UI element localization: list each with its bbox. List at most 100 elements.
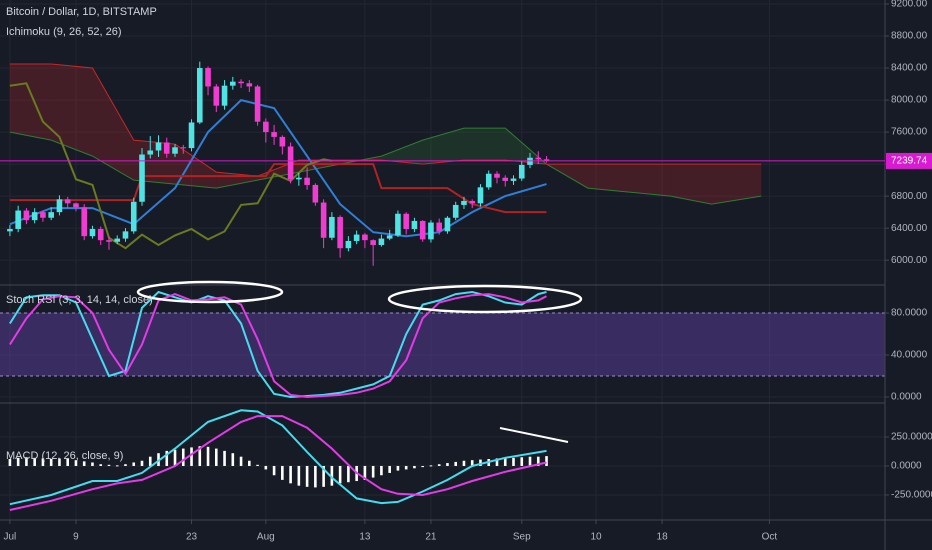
y-tick-label: 250.0000 (891, 432, 932, 443)
candle-body (196, 68, 203, 123)
histogram-bar (330, 465, 334, 486)
histogram-bar (371, 465, 375, 478)
candle-body (411, 220, 418, 229)
histogram-bar (223, 450, 226, 466)
x-tick-label: 10 (590, 532, 602, 543)
y-tick-label: 6400.00 (891, 223, 928, 234)
candle-body (419, 220, 426, 240)
drawing-ellipse[interactable] (136, 280, 284, 304)
candle-body (246, 83, 253, 87)
candle-body (172, 147, 178, 154)
cloud-fill (629, 164, 671, 197)
histogram-bar (446, 463, 449, 466)
plot (0, 61, 885, 511)
candle-body (31, 212, 38, 221)
candle-body (370, 240, 376, 245)
histogram-bar (404, 465, 408, 470)
candle-body (353, 234, 360, 241)
histogram-bar (536, 456, 540, 466)
candle-body (510, 178, 517, 181)
histogram-bar (82, 461, 86, 466)
x-tick-label: 13 (359, 532, 371, 543)
histogram-bar (289, 465, 292, 484)
candle-body (279, 136, 286, 147)
candle-body (403, 213, 409, 229)
histogram-bar (545, 456, 548, 466)
candle-body (518, 164, 525, 179)
candle-body (147, 150, 154, 155)
candle-body (15, 210, 21, 229)
cloud-fill (381, 140, 423, 165)
candle-body (477, 187, 484, 204)
cloud-fill (51, 64, 93, 157)
y-tick-label: 0.0000 (891, 461, 922, 472)
indicator-title: Ichimoku (9, 26, 52, 26) (6, 26, 122, 38)
histogram-bar (49, 459, 53, 466)
x-tick-label: Aug (257, 532, 275, 543)
cloud-fill (464, 128, 506, 161)
last-price-label: 7239.74 (891, 156, 928, 167)
leading-span-a (9, 127, 762, 205)
y-tick-label: 6000.00 (891, 255, 928, 266)
macd-line (9, 415, 547, 511)
histogram-bar (198, 446, 202, 466)
y-tick-label: -250.0000 (891, 490, 932, 501)
x-tick-label: 9 (73, 532, 79, 543)
histogram-bar (363, 465, 367, 480)
histogram-bar (454, 461, 458, 466)
candle-body (89, 228, 96, 237)
candle-body (320, 202, 327, 238)
candle-body (329, 216, 335, 238)
indicator-title: MACD (12, 26, close, 9) (6, 450, 123, 462)
y-tick-label: 7600.00 (891, 127, 928, 138)
candle-body (395, 213, 401, 236)
candle-body (7, 228, 13, 232)
candle-body (428, 222, 434, 240)
drawing-ellipse[interactable] (387, 284, 583, 314)
candle-body (106, 240, 112, 242)
candle-body (345, 240, 352, 249)
candle-body (296, 177, 302, 180)
candle-body (469, 200, 476, 204)
symbol-title: Bitcoin / Dollar, 1D, BITSTAMP (6, 6, 157, 18)
histogram-bar (132, 462, 136, 466)
stoch-line (9, 293, 547, 399)
candle-body (48, 212, 54, 218)
candle-body (163, 142, 170, 154)
histogram-bar (338, 465, 342, 484)
histogram-bar (437, 464, 441, 466)
candle-body (81, 207, 88, 237)
histogram-bar (264, 465, 268, 470)
drawing-trendline[interactable] (499, 427, 569, 443)
histogram-bar (206, 446, 210, 466)
candle-body (461, 200, 467, 205)
candle-body (238, 81, 244, 84)
candle-body (254, 86, 261, 122)
x-tick-label: 21 (425, 532, 437, 543)
y-tick-label: 9200.00 (891, 0, 928, 10)
candle-body (155, 142, 162, 151)
histogram-bar (25, 457, 28, 466)
candle-body (337, 216, 343, 249)
ichimoku-line (9, 82, 333, 250)
histogram-bar (41, 458, 45, 466)
histogram-bar (248, 460, 251, 466)
candle-body (97, 228, 104, 241)
histogram-bar (165, 450, 169, 466)
candle-body (543, 159, 550, 161)
candle-body (287, 146, 294, 180)
histogram-bar (380, 465, 383, 476)
y-tick-label: 8800.00 (891, 31, 928, 42)
histogram-bar (528, 456, 532, 466)
histogram-bar (99, 464, 103, 466)
histogram-bar (91, 462, 94, 466)
cloud-fill (9, 64, 52, 141)
histogram-bar (173, 449, 177, 466)
histogram-bar (33, 457, 36, 466)
stoch-line (9, 290, 547, 399)
y-tick-label: 40.0000 (891, 350, 928, 361)
histogram-bar (239, 456, 243, 466)
histogram-bar (322, 465, 325, 487)
cloud-fill (670, 164, 712, 205)
